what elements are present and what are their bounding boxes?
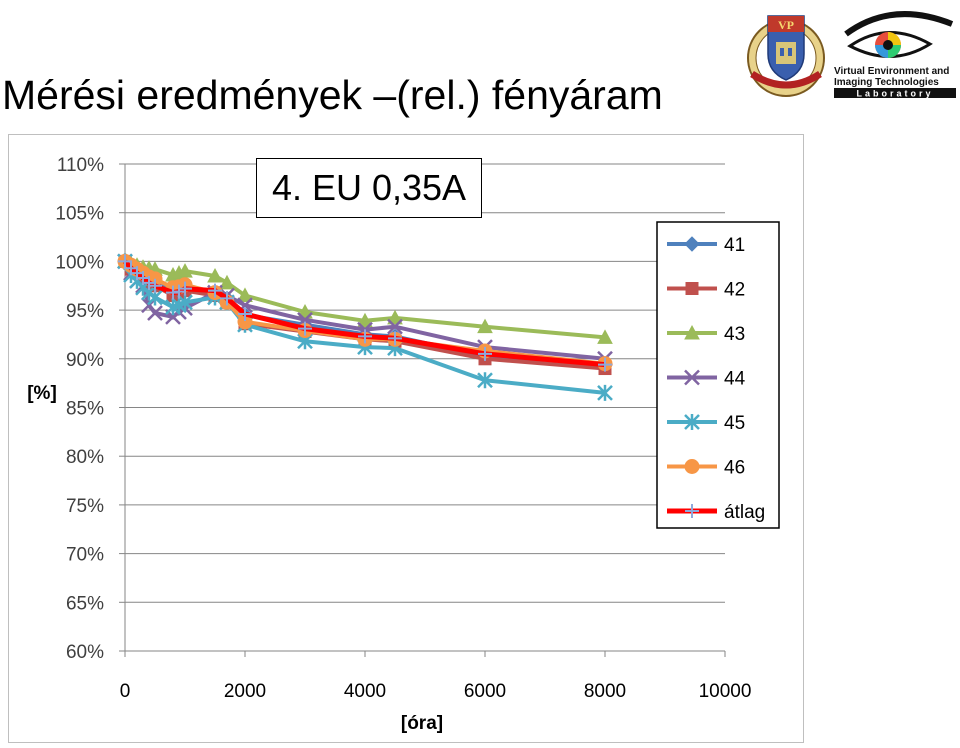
veitl-lab-logo: Virtual Environment and Imaging Technolo… xyxy=(834,11,956,99)
x-tick-labels: 0 2000 4000 6000 8000 10000 xyxy=(120,681,752,702)
data-point xyxy=(178,281,192,296)
crest-initials: VP xyxy=(778,18,794,32)
y-tick-label: 95% xyxy=(66,301,104,322)
y-axis-label: [%] xyxy=(27,383,57,404)
lab-name-line3: Laboratory xyxy=(856,89,933,99)
series-lines xyxy=(117,253,613,401)
legend-item: 41 xyxy=(667,235,745,256)
y-tick-labels: 60% 65% 70% 75% 80% 85% 90% 95% 100% 105% 110% xyxy=(55,155,104,663)
data-point xyxy=(684,236,700,252)
data-point xyxy=(118,254,132,269)
data-point xyxy=(684,324,700,340)
legend: 41 42 43 44 45 46 átlag xyxy=(667,235,765,523)
data-point xyxy=(141,297,157,314)
data-point xyxy=(219,274,235,290)
y-tick-label: 100% xyxy=(55,252,104,273)
data-point xyxy=(238,306,252,321)
data-point xyxy=(477,372,493,389)
y-tick-label: 70% xyxy=(66,545,104,566)
legend-label: 46 xyxy=(724,458,745,479)
legend-label: 43 xyxy=(724,324,745,345)
data-point xyxy=(297,311,313,328)
grid-lines xyxy=(119,163,726,657)
data-point xyxy=(684,414,700,430)
legend-label: 41 xyxy=(724,235,745,256)
legend-item: 42 xyxy=(667,280,745,301)
y-tick-label: 60% xyxy=(66,642,104,663)
university-crest-logo: VP xyxy=(747,15,825,97)
data-point xyxy=(597,384,613,401)
legend-label: 45 xyxy=(724,413,745,434)
series-átlag xyxy=(118,254,612,372)
y-tick-label: 105% xyxy=(55,204,104,225)
x-axis-label: [óra] xyxy=(401,713,443,734)
data-point xyxy=(598,357,612,372)
legend-item: 44 xyxy=(667,369,746,390)
legend-item: 46 xyxy=(667,458,745,479)
y-tick-label: 110% xyxy=(57,155,104,176)
legend-label: átlag xyxy=(724,502,765,523)
x-tick-label: 10000 xyxy=(699,681,752,702)
data-point xyxy=(147,305,163,321)
chart-title: 4. EU 0,35A xyxy=(271,167,467,208)
x-tick-label: 0 xyxy=(120,681,131,702)
legend-label: 42 xyxy=(724,280,745,301)
series-45 xyxy=(117,253,613,401)
data-point xyxy=(597,329,613,344)
legend-item: 43 xyxy=(667,324,745,345)
data-point xyxy=(684,459,700,474)
x-tick-label: 8000 xyxy=(584,681,626,702)
legend-item: átlag xyxy=(667,502,765,523)
x-tick-label: 6000 xyxy=(464,681,506,702)
data-point xyxy=(177,263,193,278)
data-point xyxy=(237,287,253,302)
data-point xyxy=(684,369,700,386)
chart-frame xyxy=(8,134,804,743)
x-tick-label: 4000 xyxy=(344,681,386,702)
data-point xyxy=(172,284,186,299)
x-tick-label: 2000 xyxy=(224,681,266,702)
slide-title: Mérési eredmények –(rel.) fényáram xyxy=(2,72,663,118)
legend-label: 44 xyxy=(724,369,746,390)
legend-item: 45 xyxy=(667,413,745,434)
y-tick-label: 90% xyxy=(66,350,104,371)
y-tick-label: 65% xyxy=(66,593,104,614)
data-point xyxy=(220,291,234,306)
data-point xyxy=(142,275,156,290)
data-point xyxy=(208,283,222,298)
data-point xyxy=(477,318,493,334)
chart-title-box: 4. EU 0,35A xyxy=(256,158,482,218)
data-point xyxy=(388,331,402,346)
data-point xyxy=(387,309,403,325)
y-tick-label: 85% xyxy=(66,399,104,420)
lab-name-line2: Imaging Technologies xyxy=(834,77,939,88)
y-tick-label: 80% xyxy=(66,447,104,468)
data-point xyxy=(685,282,699,295)
data-point xyxy=(148,278,162,293)
data-point xyxy=(478,346,492,361)
data-point xyxy=(357,312,373,328)
y-tick-label: 75% xyxy=(66,496,104,517)
data-point xyxy=(298,321,312,336)
data-point xyxy=(207,267,223,283)
data-point xyxy=(177,294,193,311)
data-point xyxy=(685,504,699,518)
data-point xyxy=(358,329,372,344)
data-point xyxy=(387,318,403,335)
lab-name-line1: Virtual Environment and xyxy=(834,66,949,77)
legend-box xyxy=(656,221,780,529)
